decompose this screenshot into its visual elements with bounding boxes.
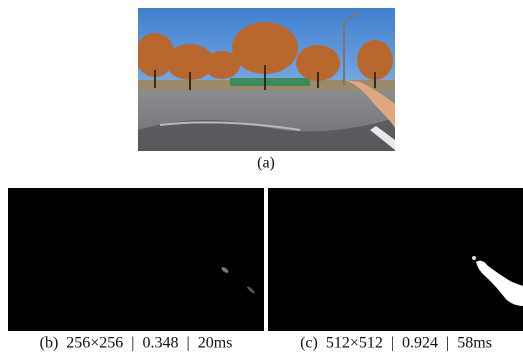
mask-panel xyxy=(268,188,523,331)
panel-caption: (b) 256×256 | 0.348 | 20ms xyxy=(40,335,233,352)
photo-label: (a) xyxy=(257,155,275,172)
figure: (a) (b) 256×256 | 0.348 | 20ms (c) 512×5… xyxy=(0,0,523,353)
mask-panel xyxy=(8,188,264,331)
panel-caption: (c) 512×512 | 0.924 | 58ms xyxy=(300,335,492,352)
photo xyxy=(135,8,395,151)
